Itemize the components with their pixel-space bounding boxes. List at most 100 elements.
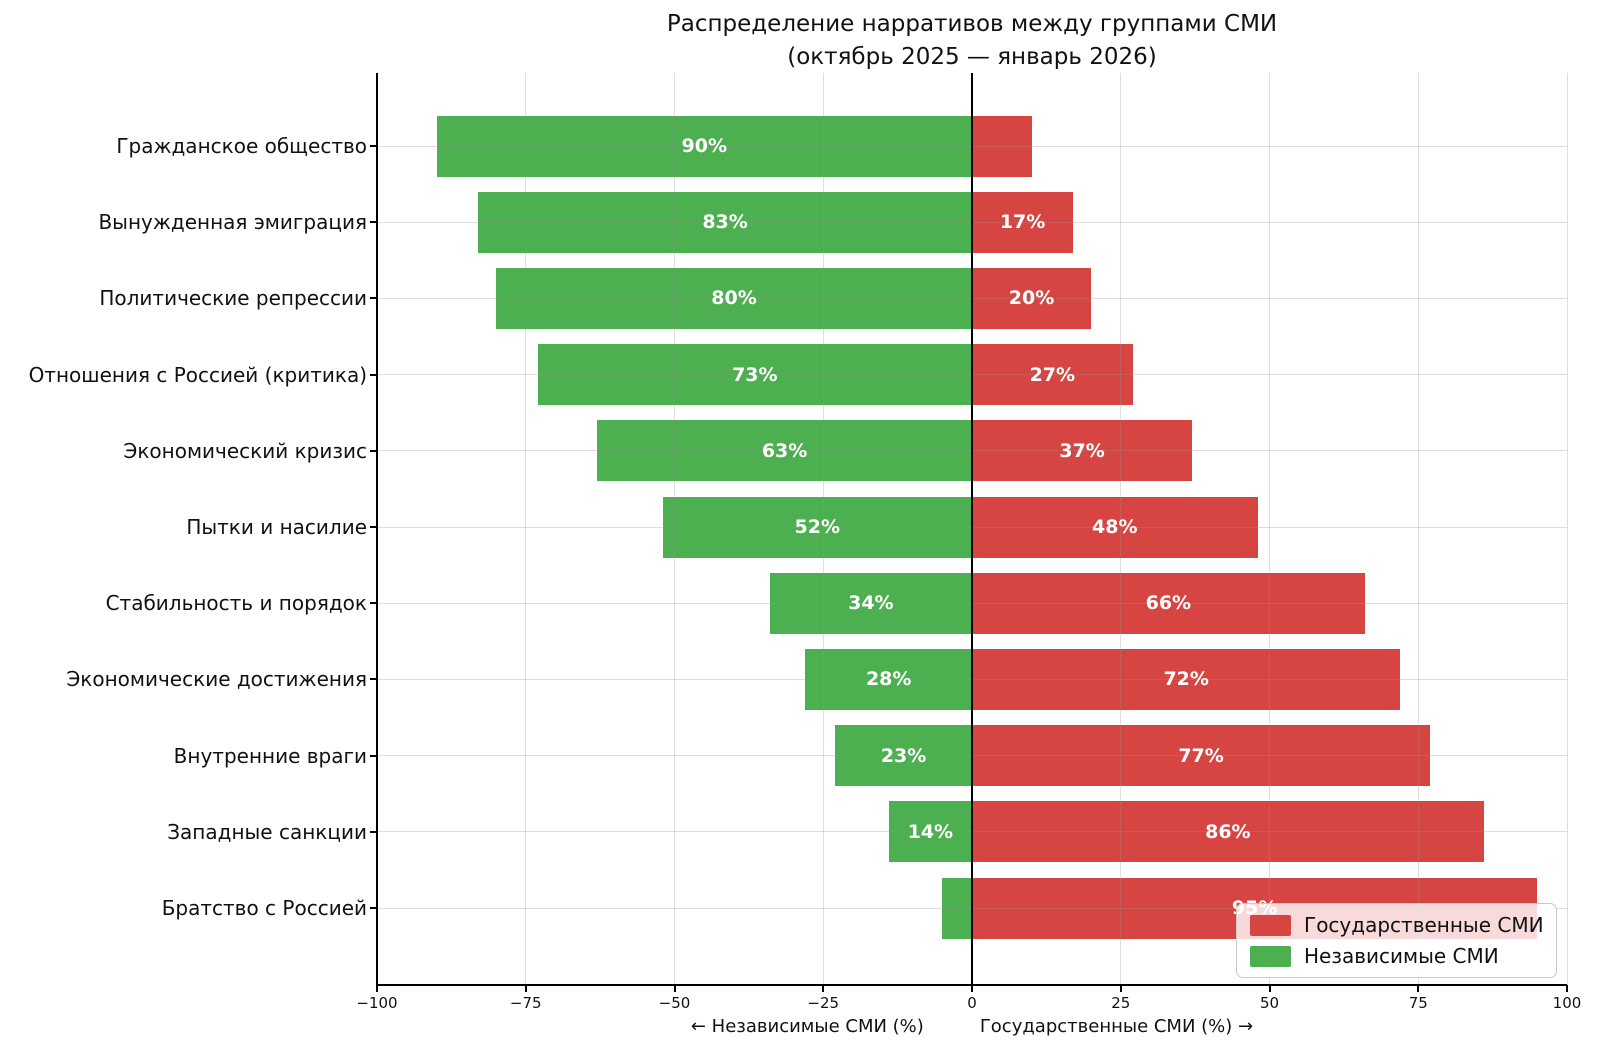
bar-independent <box>942 877 972 939</box>
bar-value-label: 90% <box>681 135 727 157</box>
bar-value-label: 80% <box>711 287 757 310</box>
bar-independent <box>769 572 972 634</box>
bar-value-label: 52% <box>794 516 841 538</box>
legend-swatch-independent-media-icon <box>1250 945 1291 967</box>
x-tick-label: 25 <box>1111 994 1131 1012</box>
x-tick-mark <box>1268 985 1271 992</box>
bar-state <box>972 801 1484 863</box>
chart-title-line2: (октябрь 2025 — январь 2026) <box>787 44 1157 71</box>
bar-independent <box>662 496 972 558</box>
bar-value-label: 77% <box>1178 744 1224 767</box>
bar-value-label: 37% <box>1059 439 1105 462</box>
bar-state <box>972 496 1258 558</box>
y-tick-mark <box>370 678 377 681</box>
legend-item-independent-media: Независимые СМИ <box>1250 945 1543 967</box>
bar-state <box>972 267 1091 329</box>
bar-state <box>972 420 1193 482</box>
bar-independent <box>835 725 972 787</box>
x-tick-mark <box>1119 985 1122 992</box>
bar-value-label: 23% <box>880 744 927 767</box>
gridline-vertical <box>525 73 527 985</box>
x-axis-label-left: ← Независимые СМИ (%) <box>690 1016 924 1037</box>
y-tick-mark <box>370 145 377 147</box>
legend-label-state-media: Государственные СМИ <box>1304 913 1544 937</box>
gridline-vertical <box>1269 73 1270 985</box>
x-tick-mark <box>822 985 825 992</box>
bar-value-label: 66% <box>1145 592 1192 615</box>
bar-independent <box>597 420 972 482</box>
x-tick-label: 50 <box>1259 994 1280 1012</box>
x-tick-label: −50 <box>658 994 691 1012</box>
bar-independent <box>537 344 972 406</box>
x-tick-mark <box>376 985 378 992</box>
x-tick-label: −100 <box>356 994 398 1012</box>
bar-state <box>972 191 1074 253</box>
bar-state <box>972 572 1365 634</box>
gridline-vertical <box>1566 73 1568 985</box>
bar-independent <box>496 267 972 329</box>
bar-value-label: 27% <box>1029 363 1076 386</box>
y-tick-mark <box>370 602 377 605</box>
category-label: Западные санкции <box>167 819 367 844</box>
bar-value-label: 63% <box>761 439 808 462</box>
zero-axis-line <box>971 73 973 985</box>
bar-value-label: 48% <box>1092 516 1138 538</box>
x-tick-mark <box>1417 985 1420 992</box>
bar-value-label: 17% <box>999 211 1046 234</box>
legend-swatch-state-media-icon <box>1250 914 1291 936</box>
bar-value-label: 73% <box>732 363 778 386</box>
bar-independent <box>436 115 972 177</box>
x-axis-label-right: Государственные СМИ (%) → <box>979 1016 1254 1037</box>
bar-independent <box>888 801 972 863</box>
plot-area: 90% 83% 17% 80% 20% 73% 27% 63% 37% 52% 48% 34% 66% 2… <box>370 73 1568 992</box>
category-label: Стабильность и порядок <box>105 591 367 616</box>
category-label: Экономический кризис <box>123 438 367 463</box>
y-tick-mark <box>370 526 377 528</box>
axis-spine-bottom <box>377 984 1567 986</box>
y-tick-mark <box>370 449 377 452</box>
legend-label-independent-media: Независимые СМИ <box>1304 944 1499 968</box>
bar-value-label: 86% <box>1205 820 1251 843</box>
y-tick-mark <box>370 373 377 376</box>
y-tick-mark <box>370 907 377 909</box>
bar-value-label: 72% <box>1163 668 1209 691</box>
category-label: Вынужденная эмиграция <box>98 210 367 235</box>
x-tick-label: 75 <box>1408 994 1428 1012</box>
chart-title-line1: Распределение нарративов между группами … <box>666 11 1278 37</box>
category-label: Отношения с Россией (критика) <box>28 362 367 387</box>
x-tick-mark <box>524 985 527 992</box>
y-tick-mark <box>370 297 377 300</box>
bar-independent <box>805 648 972 710</box>
y-tick-mark <box>370 221 377 224</box>
bar-state <box>972 115 1032 177</box>
x-tick-label: 100 <box>1552 994 1582 1012</box>
bar-value-label: 28% <box>865 668 912 691</box>
bar-value-label: 14% <box>907 820 954 843</box>
x-tick-label: −75 <box>509 994 542 1012</box>
x-tick-label: −25 <box>807 994 840 1012</box>
x-tick-mark <box>1566 985 1568 992</box>
axis-spine-left <box>376 73 378 985</box>
bar-state <box>972 648 1401 710</box>
gridline-vertical <box>822 73 824 985</box>
bar-state <box>972 344 1133 406</box>
bar-value-label: 34% <box>848 592 894 615</box>
x-tick-label: 0 <box>967 994 977 1012</box>
x-tick-mark <box>971 985 973 992</box>
category-label: Внутренние враги <box>173 743 367 768</box>
gridline-vertical <box>1120 73 1122 985</box>
category-label: Братство с Россией <box>161 896 367 920</box>
chart-title: Распределение нарративов между группами … <box>377 8 1567 75</box>
gridline-vertical <box>1417 73 1419 985</box>
category-label: Гражданское общество <box>116 134 367 158</box>
category-label: Экономические достижения <box>66 667 367 692</box>
category-label: Политические репрессии <box>99 286 367 311</box>
y-tick-mark <box>370 830 377 833</box>
x-axis-label: ← Независимые СМИ (%) Государственные СМ… <box>377 1016 1567 1037</box>
x-tick-mark <box>673 985 676 992</box>
y-tick-mark <box>370 754 377 757</box>
bar-value-label: 20% <box>1008 287 1055 310</box>
bar-independent <box>478 191 972 253</box>
bar-value-label: 83% <box>702 211 748 234</box>
